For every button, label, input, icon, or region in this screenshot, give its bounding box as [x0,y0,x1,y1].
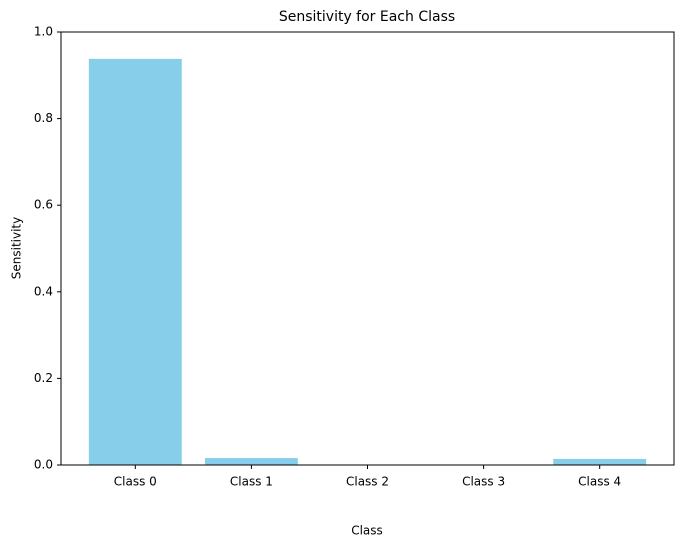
y-tick-label: 0.2 [34,371,53,385]
x-tick-label: Class 4 [578,475,621,489]
y-tick-label: 0.8 [34,111,53,125]
y-axis-label: Sensitivity [10,217,24,279]
y-tick-label: 0.0 [34,458,53,472]
y-tick-label: 0.6 [34,198,53,212]
x-tick-label: Class 2 [346,475,389,489]
bar [204,458,298,465]
bar [88,58,182,465]
x-axis-label: Class [351,524,383,538]
y-tick-label: 1.0 [34,25,53,39]
bar [553,458,647,465]
x-tick-label: Class 0 [114,475,157,489]
x-tick-label: Class 3 [462,475,505,489]
chart-title: Sensitivity for Each Class [279,9,455,25]
x-tick-label: Class 1 [230,475,273,489]
plot-frame [60,31,675,466]
y-tick-label: 0.4 [34,284,53,298]
